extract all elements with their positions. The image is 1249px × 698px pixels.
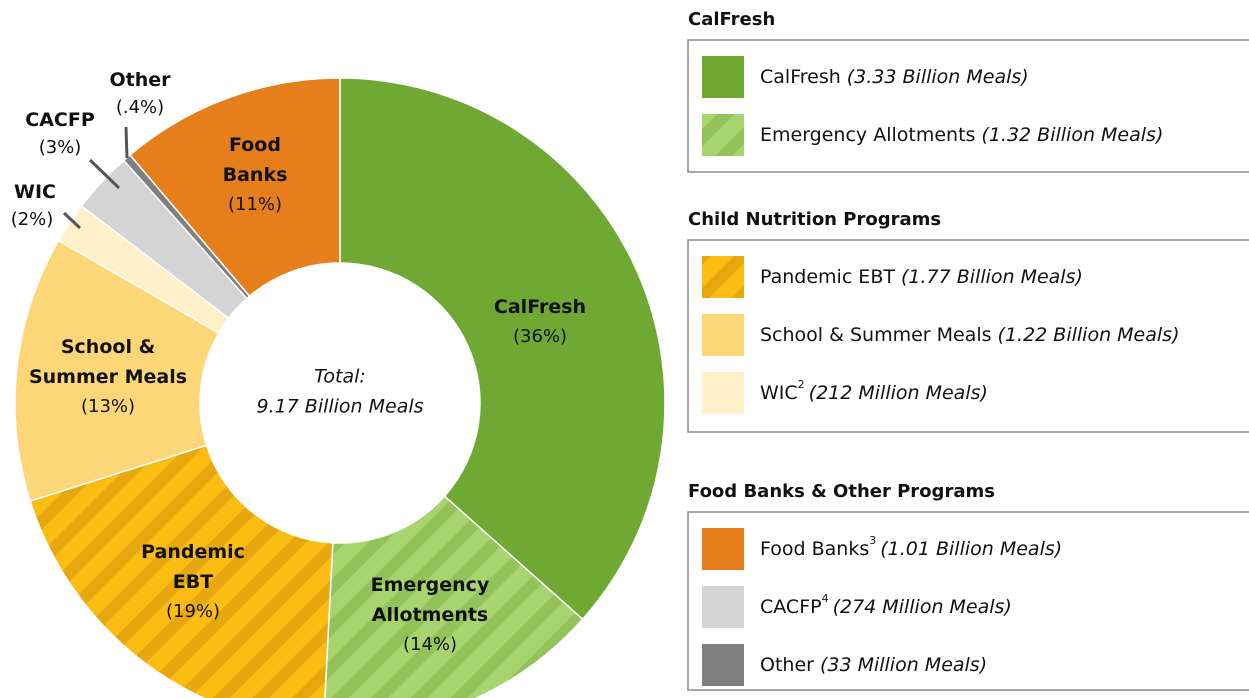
legend-heading: CalFresh (688, 9, 775, 30)
slice (128, 77, 341, 298)
legend-heading: Child Nutrition Programs (688, 209, 941, 230)
legend-item: Pandemic EBT (1.77 Billion Meals) (760, 266, 1083, 288)
legend-name: Other (760, 654, 814, 676)
legend-name: Pandemic EBT (760, 266, 895, 288)
slice-label: Emergency Allotments (371, 574, 490, 626)
legend-item: CACFP4 (274 Million Meals) (760, 592, 1012, 618)
legend-swatch (702, 56, 744, 98)
legend-name: Food Banks (760, 538, 869, 560)
legend-item: CalFresh (3.33 Billion Meals) (760, 66, 1029, 88)
slice-label: Pandemic EBT (141, 541, 245, 593)
legend-swatch (702, 528, 744, 570)
slice-label: CACFP (25, 109, 95, 131)
center-text: 9.17 Billion Meals (256, 396, 423, 418)
slice-label: Food Banks (223, 134, 288, 186)
value-label: (11%) (228, 194, 282, 215)
legend-detail: (1.77 Billion Meals) (901, 266, 1083, 288)
legend-swatch (702, 314, 744, 356)
legend-name: CalFresh (760, 66, 841, 88)
leader-line (124, 126, 129, 159)
legend-detail: (1.01 Billion Meals) (880, 538, 1062, 560)
slice (339, 77, 666, 621)
slice-label: Other (109, 69, 171, 91)
legend-heading: Food Banks & Other Programs (688, 481, 995, 502)
legend-item: Other (33 Million Meals) (760, 654, 987, 676)
legend-swatch (702, 114, 744, 156)
legend-swatch (702, 586, 744, 628)
value-label: (19%) (166, 601, 220, 622)
legend-item: Emergency Allotments (1.32 Billion Meals) (760, 124, 1163, 146)
slice-label: WIC (14, 181, 56, 203)
legend-detail: (1.32 Billion Meals) (981, 124, 1163, 146)
legend-name: CACFP (760, 596, 822, 618)
leader-line (88, 158, 121, 190)
legend-swatch (702, 644, 744, 686)
legend-detail: (33 Million Meals) (820, 654, 987, 676)
slice (29, 444, 334, 698)
legend-swatch (702, 256, 744, 298)
legend-item: Food Banks3 (1.01 Billion Meals) (760, 534, 1062, 560)
legend-sup: 3 (869, 534, 876, 547)
leader-line (62, 211, 82, 230)
legend-box (687, 239, 1249, 433)
value-label: (2%) (11, 209, 54, 230)
legend-detail: (3.33 Billion Meals) (847, 66, 1029, 88)
value-label: (3%) (39, 137, 82, 158)
slice (14, 239, 220, 503)
legend-box (687, 511, 1249, 691)
value-label: (13%) (81, 396, 135, 417)
legend-item: School & Summer Meals (1.22 Billion Meals… (760, 324, 1179, 346)
value-label: (36%) (513, 326, 567, 347)
legend-swatch (702, 372, 744, 414)
slice (324, 495, 584, 698)
slice-label: School & Summer Meals (29, 336, 187, 388)
legend-sup: 4 (822, 592, 829, 605)
value-label: (14%) (403, 634, 457, 655)
legend-detail: (1.22 Billion Meals) (998, 324, 1180, 346)
legend-sup: 2 (798, 378, 805, 391)
slice-label: CalFresh (494, 296, 586, 318)
legend-name: Emergency Allotments (760, 124, 975, 146)
legend-detail: (212 Million Meals) (809, 382, 988, 404)
legend-item: WIC2 (212 Million Meals) (760, 378, 988, 404)
value-label: (.4%) (116, 97, 164, 118)
legend-name: School & Summer Meals (760, 324, 992, 346)
center-text: Total: (314, 366, 366, 388)
legend-box (687, 39, 1249, 173)
legend-name: WIC (760, 382, 798, 404)
legend-detail: (274 Million Meals) (833, 596, 1012, 618)
